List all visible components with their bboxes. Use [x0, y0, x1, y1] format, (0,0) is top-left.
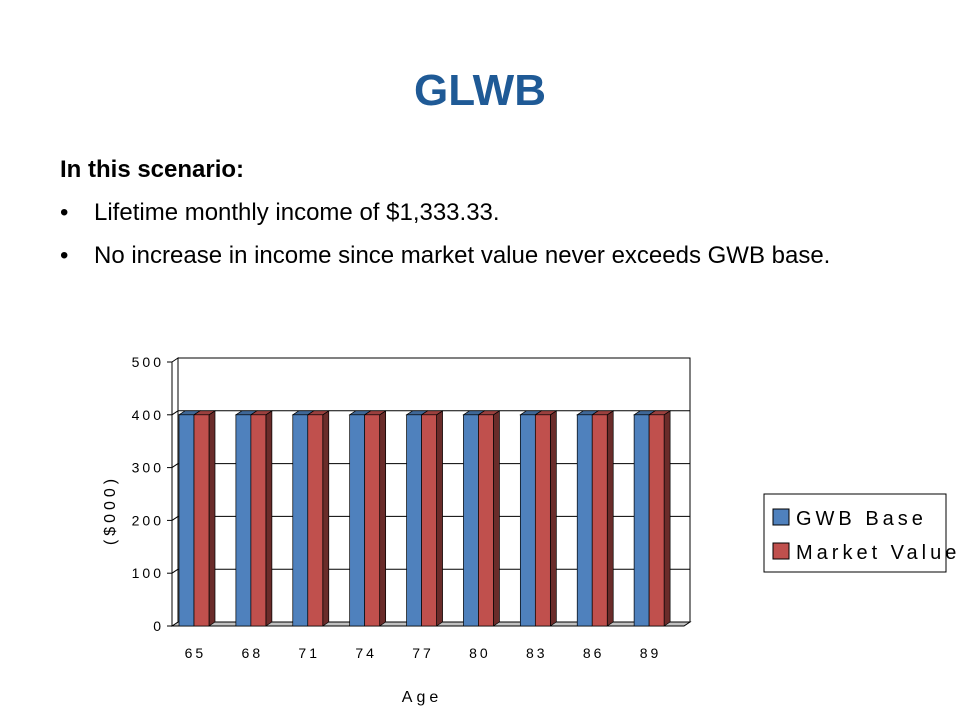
bar-market-value	[591, 414, 608, 627]
bar-market-value-side	[606, 410, 614, 627]
bullet-item: • Lifetime monthly income of $1,333.33.	[60, 198, 920, 227]
bar-market-value	[421, 414, 437, 627]
bullet-dot-icon: •	[60, 242, 69, 269]
bar-gwb-base	[406, 414, 422, 627]
legend-swatch	[772, 508, 790, 526]
slide-title: GLWB	[414, 66, 546, 115]
bullet-text: Lifetime monthly income of $1,333.33.	[94, 199, 500, 226]
bar-gwb-base	[463, 414, 479, 627]
gridline-side	[171, 515, 179, 521]
y-tick-label: 200	[132, 512, 164, 528]
y-tick-label: 400	[132, 407, 164, 423]
bar-gwb-base	[178, 414, 195, 627]
legend-label: Market Value	[796, 542, 960, 564]
bar-market-value	[193, 414, 210, 627]
gridline-side	[171, 410, 179, 416]
bar-market-value	[250, 414, 267, 627]
legend-box	[763, 493, 947, 573]
y-tick-label: 0	[153, 618, 164, 634]
y-tick-label: 300	[132, 460, 164, 476]
gridline-side	[171, 463, 179, 469]
bar-market-value-side	[265, 410, 273, 627]
bullet-text: No increase in income since market value…	[94, 242, 831, 269]
x-tick-label: 89	[640, 645, 662, 661]
intro-text: In this scenario:	[60, 156, 245, 183]
bar-market-value	[478, 414, 494, 627]
bar-gwb-base	[235, 414, 252, 627]
x-tick-label: 65	[185, 645, 207, 661]
bar-gwb-base	[576, 414, 593, 627]
y-tick-label: 500	[132, 354, 164, 370]
bar-market-value	[364, 414, 381, 627]
x-axis-title: Age	[402, 689, 442, 706]
bar-market-value	[307, 414, 324, 627]
bar-market-value-side	[379, 410, 387, 627]
plot-side-wall	[171, 357, 179, 627]
bar-market-value-side	[493, 410, 500, 627]
x-tick-label: 83	[526, 645, 548, 661]
bar-market-value-side	[436, 410, 443, 627]
bar-market-value-side	[549, 410, 557, 627]
bar-market-value	[534, 414, 551, 627]
bar-market-value-side	[322, 410, 330, 627]
bar-market-value-side	[208, 410, 216, 627]
bar-gwb-base	[349, 414, 366, 627]
bar-gwb-base	[292, 414, 309, 627]
y-axis-title: ($000)	[102, 475, 119, 545]
bar-gwb-base	[633, 414, 650, 627]
x-tick-label: 77	[412, 645, 434, 661]
legend-label: GWB Base	[796, 508, 927, 530]
bullet-list: • Lifetime monthly income of $1,333.33. •…	[60, 198, 920, 284]
y-tick-label: 100	[132, 565, 164, 581]
bar-market-value-side	[663, 410, 671, 627]
bar-market-value	[648, 414, 665, 627]
x-tick-label: 74	[355, 645, 377, 661]
x-tick-label: 68	[242, 645, 264, 661]
x-tick-label: 86	[583, 645, 605, 661]
bullet-item: • No increase in income since market valu…	[60, 241, 920, 270]
bullet-dot-icon: •	[60, 199, 69, 226]
legend-swatch	[772, 542, 790, 560]
gridline-side	[171, 568, 179, 574]
bar-gwb-base	[519, 414, 536, 627]
x-tick-label: 71	[298, 645, 320, 661]
x-tick-label: 80	[469, 645, 491, 661]
